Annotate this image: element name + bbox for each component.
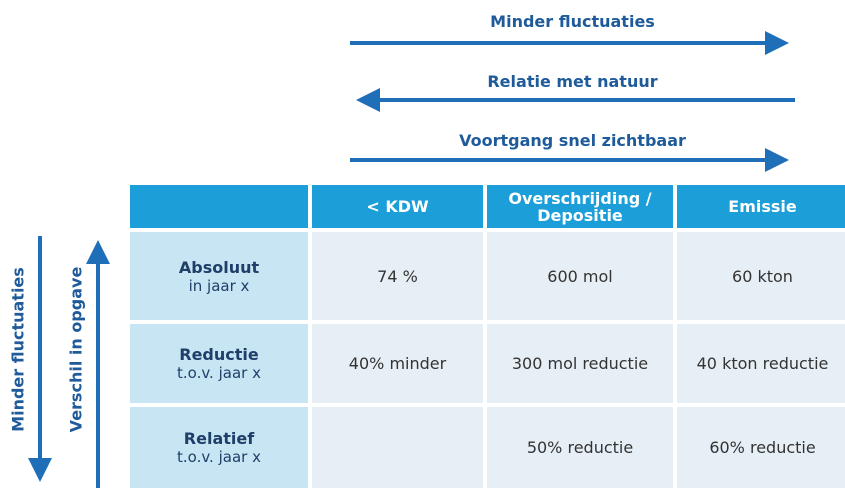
row-subtitle: t.o.v. jaar x [177, 364, 261, 382]
data-cell: 300 mol reductie [485, 322, 675, 405]
row-header: Relatief t.o.v. jaar x [128, 405, 310, 488]
data-cell: 74 % [310, 230, 485, 322]
arrow-label: Minder fluctuaties [8, 267, 28, 432]
header-cell [128, 183, 310, 230]
data-cell [310, 405, 485, 488]
arrow-label: Minder fluctuaties [490, 12, 655, 31]
arrow-label: Voortgang snel zichtbaar [459, 131, 686, 150]
row-header: Reductie t.o.v. jaar x [128, 322, 310, 405]
header-cell: < KDW [310, 183, 485, 230]
row-subtitle: in jaar x [188, 276, 250, 295]
data-cell: 600 mol [485, 230, 675, 322]
row-header: Absoluut in jaar x [128, 230, 310, 322]
data-cell: 60% reductie [675, 405, 845, 488]
data-cell: 40 kton reductie [675, 322, 845, 405]
header-cell: Emissie [675, 183, 845, 230]
data-cell: 50% reductie [485, 405, 675, 488]
row-title: Absoluut [178, 257, 260, 277]
row-subtitle: t.o.v. jaar x [177, 448, 261, 466]
header-cell: Overschrijding / Depositie [485, 183, 675, 230]
row-title: Relatief [183, 429, 255, 448]
row-title: Reductie [179, 345, 259, 364]
arrow-label: Relatie met natuur [487, 72, 658, 91]
arrow-label: Verschil in opgave [66, 266, 86, 433]
data-cell: 60 kton [675, 230, 845, 322]
data-cell: 40% minder [310, 322, 485, 405]
